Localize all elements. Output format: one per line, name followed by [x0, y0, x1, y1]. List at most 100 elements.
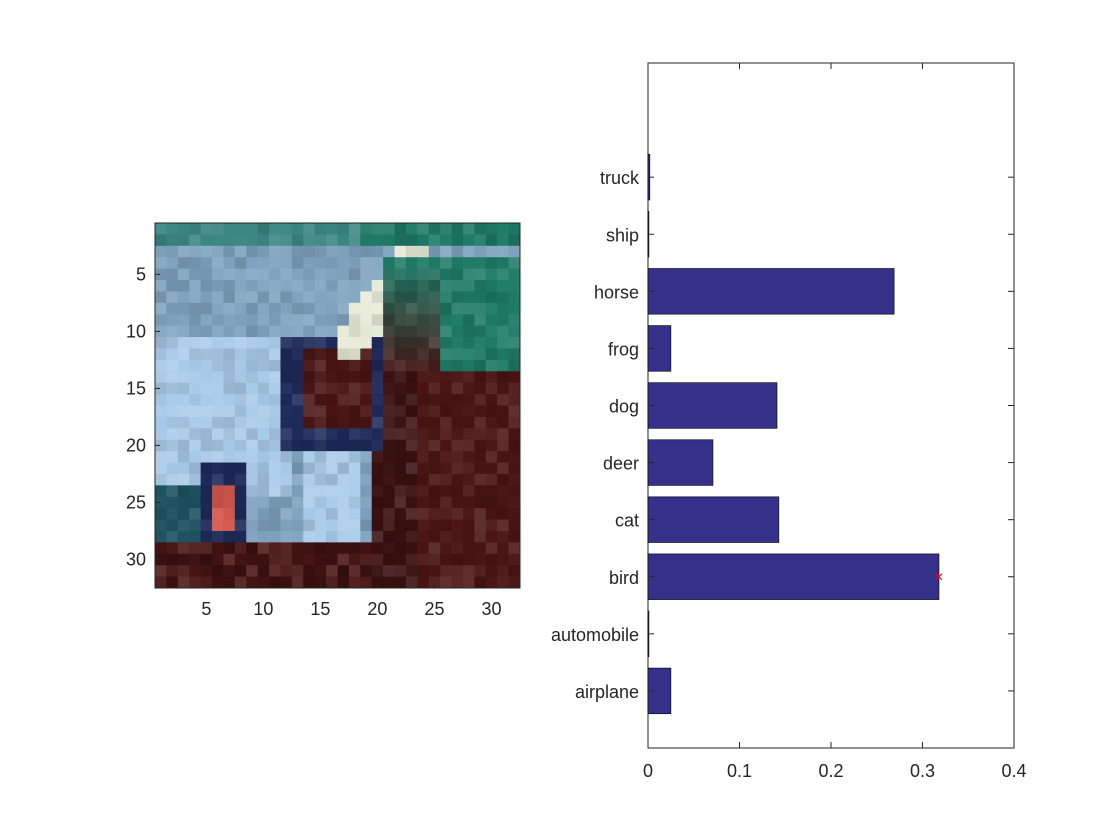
bar-horse [647, 268, 895, 315]
image-pixel [200, 394, 213, 406]
image-pixel [440, 337, 452, 349]
image-pixel [337, 565, 350, 577]
image-pixel [394, 337, 407, 349]
image-pixel [508, 348, 521, 361]
image-pixel [451, 291, 464, 304]
image-pixel [451, 565, 464, 577]
image-pixel [383, 359, 395, 372]
image-pixel [223, 439, 236, 452]
image-pixel [234, 485, 247, 498]
image-pixel [428, 542, 441, 555]
image-pixel [155, 496, 167, 509]
image-pixel [291, 428, 304, 441]
image-pixel [405, 245, 418, 258]
image-pixel [348, 519, 361, 532]
image-pixel [474, 280, 487, 292]
image-pixel [200, 257, 213, 270]
image-pixel [497, 291, 509, 304]
image-pixel [280, 508, 293, 520]
image-pixel [257, 576, 270, 589]
image-pixel [394, 280, 407, 292]
image-pixel [246, 405, 259, 418]
image-pixel [474, 348, 487, 361]
image-pixel [257, 280, 270, 292]
image-pixel [440, 473, 452, 486]
image-pixel [428, 530, 441, 543]
image-pixel [462, 394, 475, 406]
image-pixel [428, 428, 441, 441]
category-label-frog: frog [608, 339, 639, 359]
image-pixel [383, 314, 395, 327]
image-pixel [508, 553, 521, 566]
image-pixel [451, 508, 464, 520]
image-pixel [234, 496, 247, 509]
image-pixel [189, 428, 202, 441]
bar-deer [647, 439, 714, 486]
image-pixel [166, 291, 179, 304]
image-pixel [326, 245, 338, 258]
image-pixel [257, 416, 270, 429]
image-pixel [177, 565, 190, 577]
image-pixel [497, 565, 509, 577]
image-pixel [485, 428, 498, 441]
image-pixel [234, 576, 247, 589]
image-pixel [348, 462, 361, 475]
image-pixel [280, 565, 293, 577]
image-pixel [508, 234, 521, 247]
image-pixel [303, 542, 316, 555]
image-pixel [485, 223, 498, 235]
image-pixel [485, 325, 498, 338]
image-pixel [462, 496, 475, 509]
image-pixel [417, 485, 430, 498]
image-pixel [223, 257, 236, 270]
image-pixel [497, 405, 509, 418]
image-pixel [212, 451, 224, 463]
image-pixel [485, 314, 498, 327]
image-pixel [360, 302, 373, 315]
image-pixel [189, 314, 202, 327]
image-pixel [155, 451, 167, 463]
image-pixel [485, 451, 498, 463]
image-pixel [440, 325, 452, 338]
image-pixel [269, 508, 281, 520]
image-pixel [417, 371, 430, 384]
image-pixel [177, 234, 190, 247]
image-pixel [269, 280, 281, 292]
image-pixel [303, 428, 316, 441]
image-pixel [246, 565, 259, 577]
image-pixel [257, 508, 270, 520]
image-pixel [474, 337, 487, 349]
image-pixel [177, 519, 190, 532]
image-pixel [451, 394, 464, 406]
image-pixel [166, 576, 179, 589]
image-pixel [223, 245, 236, 258]
image-pixel [508, 245, 521, 258]
image-pixel [451, 439, 464, 452]
image-axes-frame [154, 222, 521, 589]
image-pixel [212, 530, 224, 543]
image-pixel [360, 508, 373, 520]
image-pixel [177, 382, 190, 395]
image-pixel [371, 245, 384, 258]
image-pixel [223, 337, 236, 349]
bar-dog [647, 382, 778, 429]
image-pixel [155, 394, 167, 406]
image-pixel [394, 348, 407, 361]
image-pixel [337, 530, 350, 543]
image-pixel [337, 234, 350, 247]
image-pixel [246, 473, 259, 486]
image-pixel [394, 223, 407, 235]
image-pixel [383, 439, 395, 452]
image-pixel [497, 519, 509, 532]
image-pixel [394, 576, 407, 589]
image-pixel [155, 325, 167, 338]
image-pixel [485, 496, 498, 509]
image-pixel [371, 576, 384, 589]
image-pixel [451, 359, 464, 372]
image-pixel [212, 359, 224, 372]
image-pixel [246, 371, 259, 384]
image-pixel [223, 519, 236, 532]
image-pixel [451, 337, 464, 349]
image-pixel [280, 359, 293, 372]
image-pixel [440, 496, 452, 509]
